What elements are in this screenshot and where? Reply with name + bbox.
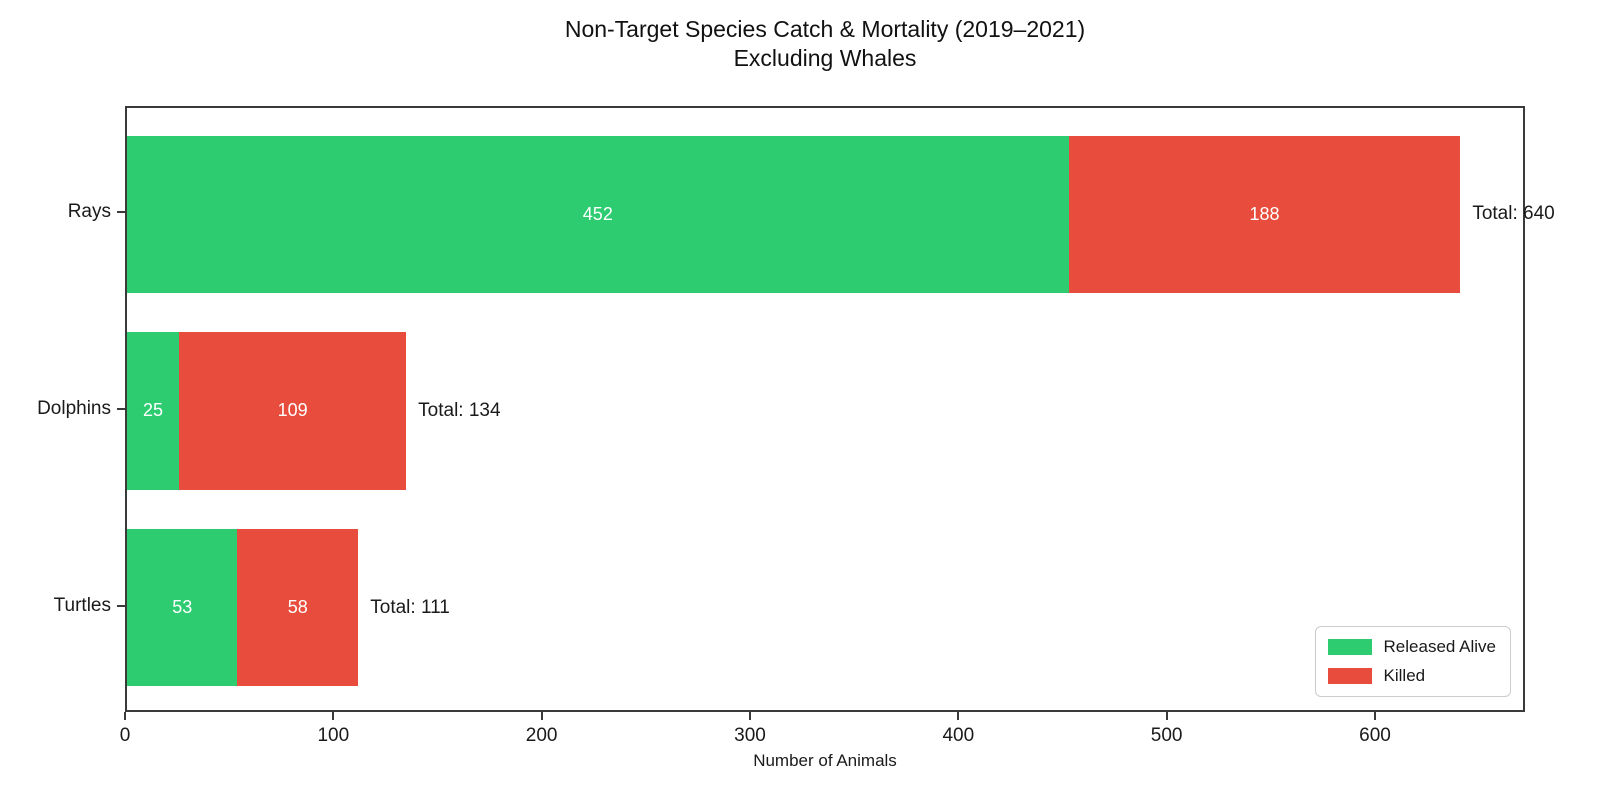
category-label: Turtles <box>53 594 111 616</box>
x-tick-label: 0 <box>119 725 131 746</box>
y-tick <box>117 211 125 214</box>
bar-value-label: 53 <box>172 597 193 618</box>
bar-segment: 25 <box>127 332 180 490</box>
bar-value-label: 452 <box>582 203 613 224</box>
legend-entry-killed: Killed <box>1327 666 1496 686</box>
x-tick-label: 500 <box>1150 725 1183 746</box>
y-tick <box>117 408 125 410</box>
legend-entry-released-alive: Released Alive <box>1327 637 1496 657</box>
x-tick-label: 300 <box>734 725 766 746</box>
x-tick <box>332 712 335 720</box>
category-label: Rays <box>67 201 111 223</box>
x-tick <box>540 712 543 720</box>
bar-segment: 58 <box>237 529 359 687</box>
legend-label-released-alive: Released Alive <box>1383 637 1496 656</box>
category-label: Dolphins <box>37 398 111 419</box>
total-label: Total: 111 <box>370 596 450 618</box>
x-tick <box>1374 712 1376 720</box>
total-label: Total: 640 <box>1472 203 1555 225</box>
bar-segment: 188 <box>1068 135 1461 293</box>
chart-title: Non-Target Species Catch & Mortality (20… <box>564 16 1086 42</box>
legend-label-killed: Killed <box>1383 666 1426 685</box>
x-tick <box>749 712 751 720</box>
y-tick <box>117 604 125 607</box>
legend-swatch-killed-icon <box>1327 668 1372 684</box>
x-tick-label: 200 <box>525 725 558 746</box>
x-tick <box>957 712 960 720</box>
x-tick-label: 600 <box>1359 725 1391 746</box>
bar-value-label: 109 <box>277 400 308 421</box>
bar-segment: 109 <box>179 332 407 490</box>
x-axis-label: Number of Animals <box>753 751 897 770</box>
x-tick <box>1165 712 1168 720</box>
bar-segment: 53 <box>127 529 238 687</box>
x-tick-label: 100 <box>317 725 350 746</box>
total-label: Total: 134 <box>418 400 501 421</box>
plot-area: Released Alive Killed 452 188 Total: 640 25… <box>125 106 1555 712</box>
legend-swatch-released-alive-icon <box>1327 639 1372 655</box>
bar-value-label: 188 <box>1249 203 1280 224</box>
bar-value-label: 25 <box>143 400 164 421</box>
x-tick-label: 400 <box>942 725 975 746</box>
x-tick <box>124 712 126 720</box>
bar-segment: 452 <box>127 135 1069 293</box>
bar-value-label: 58 <box>287 597 308 618</box>
chart-subtitle: Excluding Whales <box>733 45 917 71</box>
legend: Released Alive Killed <box>1314 626 1511 697</box>
chart-title-block: Non-Target Species Catch & Mortality (20… <box>125 15 1525 73</box>
